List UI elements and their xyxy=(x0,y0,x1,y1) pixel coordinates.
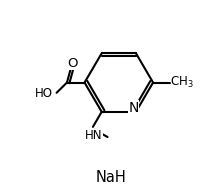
Text: CH$_3$: CH$_3$ xyxy=(170,75,193,90)
Text: N: N xyxy=(128,101,138,115)
Text: O: O xyxy=(67,57,77,70)
Text: HO: HO xyxy=(35,87,53,100)
Text: HN: HN xyxy=(85,129,102,142)
Text: NaH: NaH xyxy=(95,170,126,185)
